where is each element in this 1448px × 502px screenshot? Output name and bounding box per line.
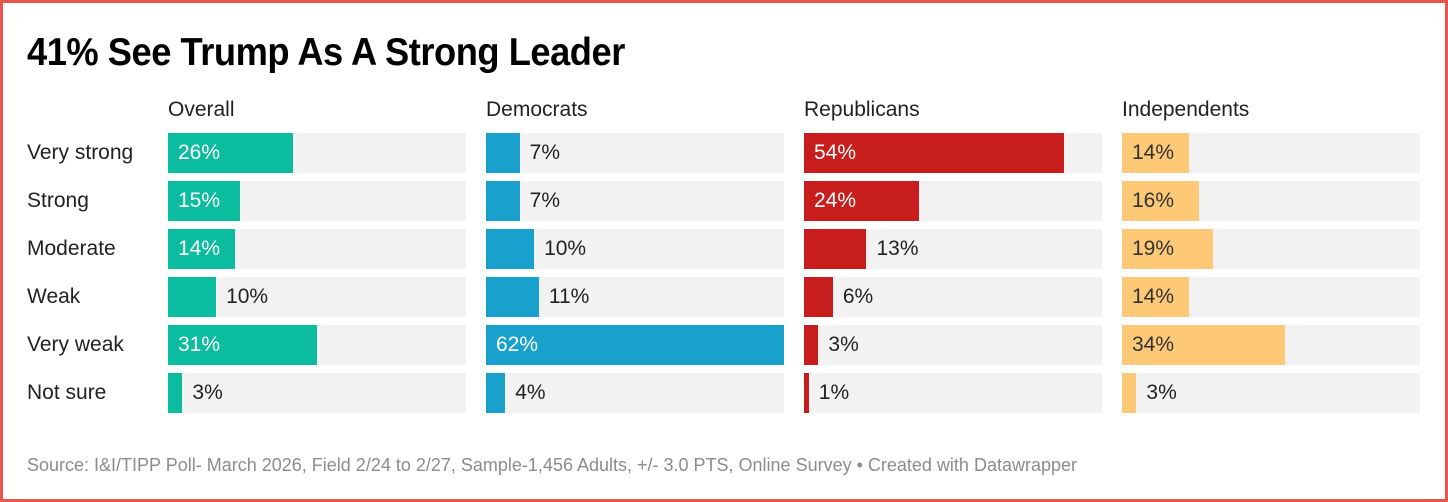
bar-value-label: 19% [1132,237,1175,260]
bar [486,229,535,269]
bar-value-label: 1% [818,381,850,404]
chart-title: 41% See Trump As A Strong Leader [27,31,625,74]
row-label: Weak [27,285,81,308]
bar-track: 34% [1122,325,1420,365]
bar-value-label: 7% [529,141,560,164]
bar-value-label: 4% [515,381,546,404]
bar-value-label: 6% [842,285,874,308]
bar-track: 4% [486,373,784,413]
bar [804,133,1064,173]
row-label: Strong [27,189,89,212]
bar [486,325,784,365]
bar-track: 62% [486,325,784,365]
bar [1122,325,1286,365]
bar-value-label: 31% [178,333,221,356]
bar-value-label: 7% [529,189,560,212]
bar-track: 14% [168,229,466,269]
bar [1122,373,1137,413]
bar-track: 10% [168,277,466,317]
bar-value-label: 14% [1132,141,1175,164]
bar [804,373,809,413]
bar [486,373,506,413]
bar-track: 3% [804,325,1102,365]
bar-value-label: 15% [178,189,221,212]
row-label: Very weak [27,333,124,356]
bar [486,181,520,221]
bar [804,181,920,221]
bar-value-label: 14% [1132,285,1175,308]
bar-value-label: 34% [1132,333,1175,356]
bar-track: 1% [804,373,1102,413]
bar-track: 3% [1122,373,1420,413]
bar [1122,229,1214,269]
chart-footer: Source: I&I/TIPP Poll- March 2026, Field… [27,455,1077,475]
bar-track: 7% [486,133,784,173]
bar-track: 10% [486,229,784,269]
bar-value-label: 54% [814,141,857,164]
bar-value-label: 3% [828,333,859,356]
bar [1122,277,1190,317]
bar-value-label: 10% [226,285,269,308]
bar-track: 6% [804,277,1102,317]
bar-value-label: 16% [1132,189,1175,212]
bar [168,373,183,413]
bar [168,181,241,221]
bar-value-label: 14% [178,237,221,260]
bar-value-label: 24% [814,189,857,212]
bar [168,133,293,173]
panel-independents: Independents 14% 16% 19% 14% 34% 3% [1122,97,1420,413]
panel-democrats: Democrats 7% 7% 10% 11% 62% 4% [486,97,784,413]
panel-overall: Overall 26% 15% 14% 10% 31% 3% [168,97,466,413]
panel-title: Independents [1122,98,1250,121]
bar [486,133,520,173]
bar-value-label: 62% [496,333,539,356]
panel-title: Republicans [804,98,920,121]
bar-track: 15% [168,181,466,221]
bar-track: 14% [1122,277,1420,317]
bar-track: 54% [804,133,1102,173]
bar-value-label: 3% [1146,381,1177,404]
bar-value-label: 10% [544,237,587,260]
panel-title: Overall [168,98,235,121]
bar-track: 31% [168,325,466,365]
bar-value-label: 26% [178,141,221,164]
bar [1122,181,1199,221]
bar-value-label: 13% [876,237,919,260]
row-label: Very strong [27,141,134,164]
bar-track: 13% [804,229,1102,269]
panel-republicans: Republicans 54% 24% 13% 6% 3% 1% [804,97,1102,413]
bar-value-label: 11% [548,285,590,308]
bar-track: 26% [168,133,466,173]
bar [168,325,317,365]
bar [168,229,236,269]
bar-track: 19% [1122,229,1420,269]
bar [804,325,819,365]
bar [168,277,217,317]
bar-track: 24% [804,181,1102,221]
row-label: Not sure [27,381,107,404]
bar [486,277,539,317]
bar [804,229,867,269]
bar [1122,133,1190,173]
row-label: Moderate [27,237,116,260]
bar-track: 11% [486,277,784,317]
panel-title: Democrats [486,98,588,121]
bar [804,277,833,317]
bar-track: 14% [1122,133,1420,173]
bar-track: 3% [168,373,466,413]
bar-value-label: 3% [192,381,223,404]
bar-track: 16% [1122,181,1420,221]
bar-track: 7% [486,181,784,221]
